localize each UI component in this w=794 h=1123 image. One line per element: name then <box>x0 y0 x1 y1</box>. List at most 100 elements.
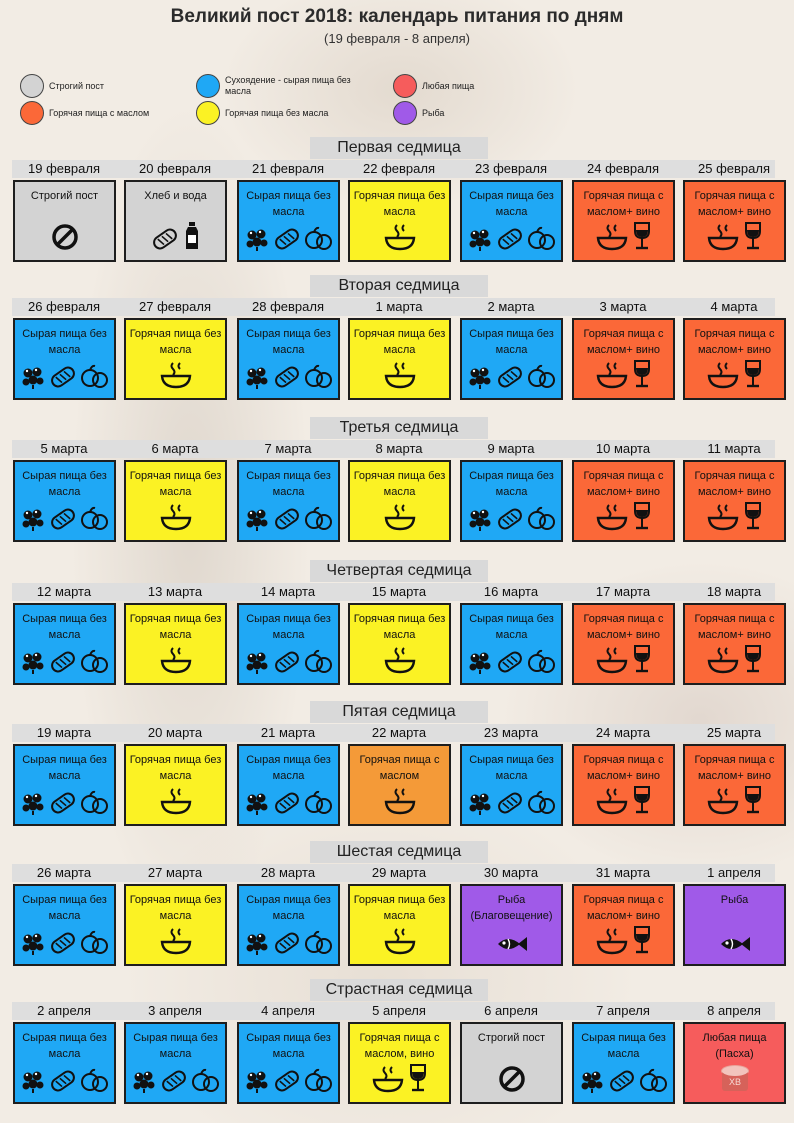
bowl-icon <box>596 927 628 960</box>
day-cell: Сырая пища без масла <box>237 318 340 400</box>
berries-icon <box>468 507 492 536</box>
day-date: 14 марта <box>260 584 316 599</box>
week-title: Первая седмица <box>310 137 488 159</box>
day-meal-text: Сырая пища без масла <box>246 470 331 498</box>
day-icons <box>15 223 114 256</box>
day-meal-text: Горячая пища с маслом+ вино <box>694 470 775 498</box>
day-meal-text: Горячая пища с маслом+ вино <box>583 754 664 782</box>
bowl-icon <box>384 927 416 960</box>
day-meal-text: Строгий пост <box>30 190 99 202</box>
day-icons: ХВ <box>685 1063 784 1098</box>
bowl-icon <box>596 646 628 679</box>
berries-icon <box>21 650 45 679</box>
bowl-icon <box>384 787 416 820</box>
day-date: 3 апреля <box>148 1003 202 1018</box>
day-date: 31 марта <box>595 865 651 880</box>
berries-icon <box>21 791 45 820</box>
day-cell: Сырая пища без масла <box>237 884 340 966</box>
bread-icon <box>273 227 301 256</box>
bread-icon <box>160 1069 188 1098</box>
day-icons <box>574 359 673 394</box>
fruit-icon <box>191 1067 220 1098</box>
bowl-icon <box>160 787 192 820</box>
day-date: 26 февраля <box>28 299 100 314</box>
day-date: 12 марта <box>36 584 92 599</box>
berries-icon <box>245 1069 269 1098</box>
day-meal-text: Рыба (Благовещение) <box>470 894 553 922</box>
week-title: Шестая седмица <box>310 841 488 863</box>
day-icons <box>15 363 114 394</box>
day-cell: Рыба <box>683 884 786 966</box>
day-icons <box>350 223 449 256</box>
berries-icon <box>468 227 492 256</box>
day-icons <box>239 225 338 256</box>
bowl-icon <box>372 1065 404 1098</box>
day-date: 8 апреля <box>707 1003 761 1018</box>
fruit-icon <box>80 505 109 536</box>
day-date: 22 марта <box>371 725 427 740</box>
week-title: Четвертая седмица <box>310 560 488 582</box>
day-icons <box>126 503 225 536</box>
day-cell: Любая пища (Пасха) ХВ <box>683 1022 786 1104</box>
day-meal-text: Горячая пища без масла <box>129 328 222 356</box>
wine-glass-icon <box>632 785 652 820</box>
day-meal-text: Сырая пища без масла <box>469 754 554 782</box>
day-meal-text: Горячая пища без масла <box>353 613 446 641</box>
day-date: 2 апреля <box>37 1003 91 1018</box>
day-icons <box>574 925 673 960</box>
day-cell: Сырая пища без масла <box>13 318 116 400</box>
day-icons <box>462 648 561 679</box>
bread-icon <box>273 931 301 960</box>
legend-swatch <box>196 101 220 125</box>
bread-icon <box>49 1069 77 1098</box>
berries-icon <box>245 650 269 679</box>
day-date: 5 марта <box>40 441 88 456</box>
day-date: 16 марта <box>483 584 539 599</box>
day-icons <box>685 933 784 960</box>
wine-glass-icon <box>743 221 763 256</box>
bread-icon <box>608 1069 636 1098</box>
day-date: 27 марта <box>147 865 203 880</box>
day-cell: Горячая пища с маслом <box>348 744 451 826</box>
day-date: 2 марта <box>487 299 535 314</box>
day-cell: Сырая пища без масла <box>237 180 340 262</box>
day-icons <box>239 648 338 679</box>
bread-icon <box>49 365 77 394</box>
day-icons <box>685 501 784 536</box>
date-strip <box>12 440 775 458</box>
day-date: 19 февраля <box>28 161 100 176</box>
day-cell: Сырая пища без масла <box>572 1022 675 1104</box>
day-icons <box>15 929 114 960</box>
day-icons <box>239 789 338 820</box>
bowl-icon <box>160 503 192 536</box>
day-icons <box>685 221 784 256</box>
day-icons <box>350 787 449 820</box>
bread-icon <box>49 650 77 679</box>
day-cell: Сырая пища без масла <box>13 884 116 966</box>
day-cell: Горячая пища без масла <box>124 460 227 542</box>
day-meal-text: Сырая пища без масла <box>246 613 331 641</box>
day-icons <box>15 1067 114 1098</box>
day-date: 21 февраля <box>252 161 324 176</box>
day-date: 26 марта <box>36 865 92 880</box>
berries-icon <box>21 1069 45 1098</box>
legend-swatch <box>393 101 417 125</box>
day-date: 21 марта <box>260 725 316 740</box>
forbidden-icon <box>51 223 79 256</box>
day-meal-text: Горячая пища без масла <box>353 470 446 498</box>
day-date: 10 марта <box>595 441 651 456</box>
legend-item: Сухоядение - сырая пища без масла <box>196 74 361 98</box>
berries-icon <box>132 1069 156 1098</box>
day-meal-text: Горячая пища с маслом+ вино <box>583 328 664 356</box>
legend-label: Горячая пища без масла <box>225 107 329 118</box>
legend-swatch <box>196 74 220 98</box>
day-date: 3 марта <box>599 299 647 314</box>
day-cell: Горячая пища без масла <box>348 460 451 542</box>
week-title: Вторая седмица <box>310 275 488 297</box>
day-cell: Строгий пост <box>460 1022 563 1104</box>
day-cell: Горячая пища без масла <box>348 884 451 966</box>
bowl-icon <box>707 223 739 256</box>
kulich-icon: ХВ <box>718 1063 752 1098</box>
fruit-icon <box>80 363 109 394</box>
day-cell: Сырая пища без масла <box>460 460 563 542</box>
